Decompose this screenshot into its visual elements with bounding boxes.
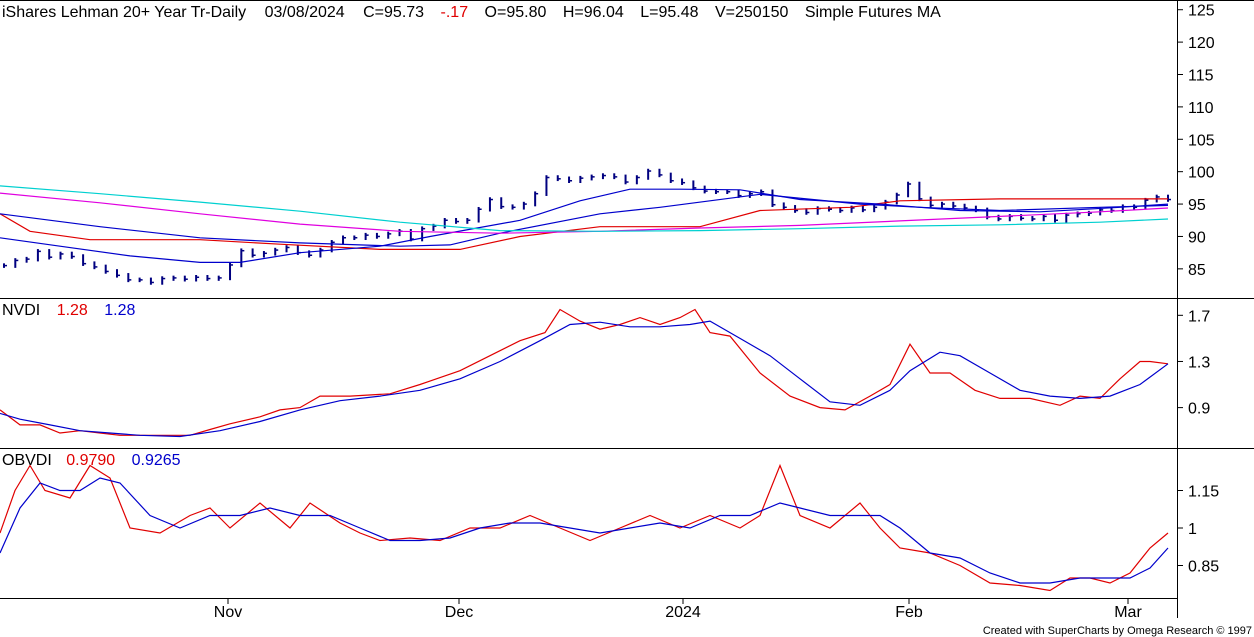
price-y-tick-label: 105	[1188, 132, 1215, 149]
x-tick-label: Mar	[1114, 604, 1142, 621]
x-tick-label: Feb	[895, 604, 923, 621]
nvdi-legend: NVDI 1.28 1.28	[2, 302, 136, 319]
close-value: C=95.73	[363, 4, 424, 21]
price-y-tick-label: 125	[1188, 3, 1215, 20]
price-panel: 85 90 95 100 105 110 115 120 125	[0, 3, 1215, 285]
volume-value: V=250150	[715, 4, 789, 21]
symbol-name: iShares Lehman 20+ Year Tr-Daily	[2, 4, 246, 21]
price-series-line	[0, 198, 1168, 250]
nvdi-series-line	[0, 308, 1169, 436]
price-y-tick-label: 95	[1188, 197, 1206, 214]
price-y-tick-label: 120	[1188, 35, 1215, 52]
price-series-line	[0, 185, 1169, 232]
obvdi-red-value: 0.9790	[66, 452, 115, 469]
nvdi-blue-value: 1.28	[104, 302, 135, 319]
x-tick-label: Nov	[214, 604, 242, 621]
nvdi-series-line	[0, 320, 1169, 438]
obvdi-legend: OBVDI 0.9790 0.9265	[2, 452, 181, 469]
nvdi-y-tick-label: 1.7	[1188, 308, 1210, 325]
price-y-tick-label: 100	[1188, 165, 1215, 182]
nvdi-red-value: 1.28	[57, 302, 88, 319]
price-y-tick-label: 90	[1188, 229, 1206, 246]
obvdi-series-line	[0, 477, 1169, 584]
x-tick-label: Dec	[445, 604, 473, 621]
price-series-line	[0, 193, 1169, 247]
nvdi-y-tick-label: 1.3	[1188, 354, 1210, 371]
x-tick-label: 2024	[665, 604, 701, 621]
change-value: -.17	[441, 4, 469, 21]
obvdi-y-tick-label: 1	[1188, 521, 1197, 538]
chart-title: iShares Lehman 20+ Year Tr-Daily 03/08/2…	[2, 4, 941, 21]
nvdi-label: NVDI	[2, 302, 40, 319]
obvdi-series-line	[0, 463, 1169, 592]
low-value: L=95.48	[640, 4, 698, 21]
quote-date: 03/08/2024	[265, 4, 345, 21]
price-series-line	[0, 188, 1169, 263]
price-y-tick-label: 85	[1188, 262, 1206, 279]
x-axis: Nov Dec 2024 Feb Mar	[214, 598, 1142, 621]
obvdi-panel: 0.85 1 1.15	[0, 463, 1219, 592]
price-y-tick-label: 115	[1188, 68, 1214, 85]
nvdi-y-tick-label: 0.9	[1188, 401, 1210, 418]
open-value: O=95.80	[485, 4, 547, 21]
price-y-tick-label: 110	[1188, 100, 1214, 117]
obvdi-y-tick-label: 0.85	[1188, 559, 1219, 576]
chart-frame	[0, 0, 1254, 618]
obvdi-label: OBVDI	[2, 452, 52, 469]
obvdi-blue-value: 0.9265	[132, 452, 181, 469]
nvdi-panel: 0.9 1.3 1.7	[0, 308, 1210, 438]
obvdi-y-tick-label: 1.15	[1188, 484, 1219, 501]
footer-credit: Created with SuperCharts by Omega Resear…	[983, 625, 1252, 637]
study-name: Simple Futures MA	[805, 4, 941, 21]
high-value: H=96.04	[563, 4, 624, 21]
